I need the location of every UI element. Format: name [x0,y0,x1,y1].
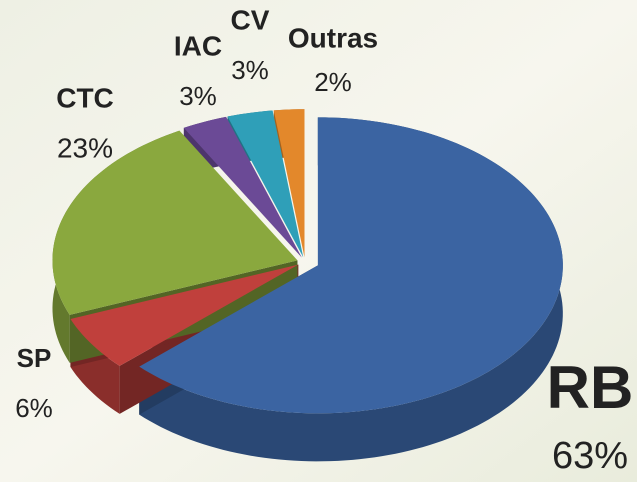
category-label: Outras [288,22,378,53]
value-label: 2% [314,67,352,97]
slice [139,117,563,414]
category-label: RB [547,354,634,421]
value-label: 63% [552,435,628,477]
slice [227,110,304,258]
slice [183,116,302,258]
category-label: CV [231,4,270,35]
slice [70,264,299,366]
category-label: SP [17,343,52,373]
slice [52,130,298,315]
value-label: 3% [231,55,269,85]
value-label: 6% [15,393,53,423]
slice [273,109,305,258]
slice-side [139,117,563,462]
value-label: 3% [179,81,217,111]
value-label: 23% [57,132,113,163]
category-label: CTC [56,82,114,113]
category-label: IAC [174,30,222,61]
